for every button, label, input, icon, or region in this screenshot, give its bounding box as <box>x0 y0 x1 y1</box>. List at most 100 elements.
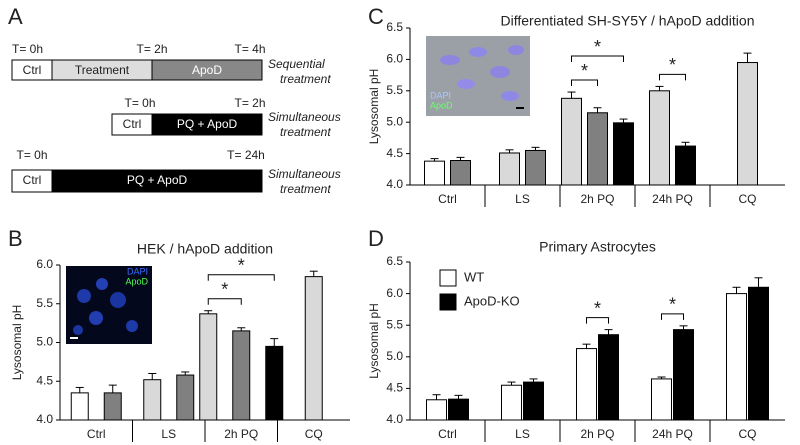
time-label: T= 0h <box>124 96 155 110</box>
x-tick-label: 2h PQ <box>224 427 258 441</box>
segment <box>151 113 263 136</box>
note: Simultaneous <box>268 167 341 181</box>
y-tick-label: 4.5 <box>386 381 403 395</box>
segment <box>151 59 263 81</box>
error-bar <box>456 156 465 161</box>
y-tick-label: 6.5 <box>386 254 403 268</box>
x-tick-label: Ctrl <box>438 427 457 441</box>
inset-image: DAPI ApoD <box>66 266 152 344</box>
segment-label: PQ + ApoD <box>177 117 238 131</box>
significance-label: * <box>594 37 601 57</box>
significance-label: * <box>669 55 676 75</box>
bar <box>265 345 284 421</box>
significance-label: * <box>238 255 245 275</box>
y-tick-label: 4.0 <box>386 412 403 426</box>
bar <box>598 334 619 421</box>
segment-label: Ctrl <box>23 63 42 77</box>
time-label: T= 24h <box>227 148 265 162</box>
error-bar <box>743 52 752 63</box>
panel-label: B <box>8 226 23 251</box>
chart-title: Primary Astrocytes <box>539 239 656 255</box>
bar <box>737 62 758 186</box>
bar <box>501 384 522 421</box>
significance-bracket <box>659 73 686 81</box>
x-tick-label: 2h PQ <box>580 427 614 441</box>
bar <box>70 392 89 421</box>
error-bar <box>505 149 514 153</box>
error-bar <box>657 376 666 379</box>
time-label: T= 0h <box>12 42 43 56</box>
y-tick-label: 6.0 <box>36 257 53 271</box>
bar <box>143 379 162 421</box>
significance-bracket <box>207 274 275 281</box>
time-label: T= 4h <box>234 42 265 56</box>
legend-swatch <box>439 269 457 287</box>
significance-bracket <box>586 317 609 324</box>
bar <box>649 90 670 186</box>
legend-label: ApoD-KO <box>464 293 520 308</box>
y-tick-label: 5.5 <box>36 296 53 310</box>
y-axis-label: Lysosomal pH <box>10 305 24 381</box>
y-tick-label: 5.5 <box>386 83 403 97</box>
y-tick-label: 6.0 <box>386 286 403 300</box>
x-tick-label: LS <box>515 427 530 441</box>
y-tick-label: 4.5 <box>36 373 53 387</box>
significance-label: * <box>581 61 588 81</box>
time-label: T= 2h <box>136 42 167 56</box>
segment-label: PQ + ApoD <box>127 173 188 187</box>
note: Simultaneous <box>268 110 341 124</box>
error-bar <box>270 338 279 347</box>
x-tick-label: Ctrl <box>438 192 457 206</box>
y-axis-label: Lysosomal pH <box>367 303 381 379</box>
bar <box>232 330 251 421</box>
error-bar <box>507 381 516 386</box>
bar <box>525 149 546 186</box>
y-tick-label: 6.0 <box>386 52 403 66</box>
error-bar <box>604 329 613 335</box>
error-bar <box>181 371 190 376</box>
x-tick-label: Ctrl <box>87 427 106 441</box>
legend-label: WT <box>464 269 484 284</box>
segment-label: Treatment <box>75 63 130 77</box>
bar <box>561 97 582 186</box>
y-tick-label: 4.0 <box>36 412 53 426</box>
bar <box>199 313 218 421</box>
note: treatment <box>280 72 331 86</box>
error-bar <box>432 394 441 400</box>
chart-title: HEK / hApoD addition <box>137 241 273 257</box>
segment-label: ApoD <box>192 63 222 77</box>
panel-label: D <box>368 226 384 251</box>
panel-a: A T= 0h T= 2h T= 4h Ctrl Treatment ApoD … <box>8 4 341 196</box>
error-bar <box>754 277 763 288</box>
error-bar <box>531 146 540 151</box>
y-tick-label: 5.0 <box>36 335 53 349</box>
y-tick-label: 5.0 <box>386 114 403 128</box>
significance-bracket <box>207 298 242 305</box>
segment <box>51 169 263 193</box>
bar <box>176 374 195 421</box>
error-bar <box>567 91 576 99</box>
bar <box>651 378 672 421</box>
inset-label: ApoD <box>125 276 148 286</box>
x-tick-label: 2h PQ <box>580 192 614 206</box>
error-bar <box>529 378 538 383</box>
bar <box>613 122 634 186</box>
note: Sequential <box>268 57 325 71</box>
significance-label: * <box>594 298 601 318</box>
segment-label: Ctrl <box>123 117 142 131</box>
y-axis-label: Lysosomal pH <box>367 69 381 145</box>
panel-label: C <box>368 4 384 29</box>
error-bar <box>655 85 664 91</box>
y-tick-label: 4.0 <box>386 177 403 191</box>
bar <box>448 398 469 421</box>
chart-title: Differentiated SH-SY5Y / hApoD addition <box>501 13 755 29</box>
panel-label: A <box>8 4 23 29</box>
y-tick-label: 5.0 <box>386 349 403 363</box>
significance-bracket <box>661 313 684 320</box>
y-tick-label: 4.5 <box>386 146 403 160</box>
x-tick-label: CQ <box>739 427 757 441</box>
error-bar <box>593 107 602 113</box>
error-bar <box>732 286 741 294</box>
bar <box>673 329 694 421</box>
